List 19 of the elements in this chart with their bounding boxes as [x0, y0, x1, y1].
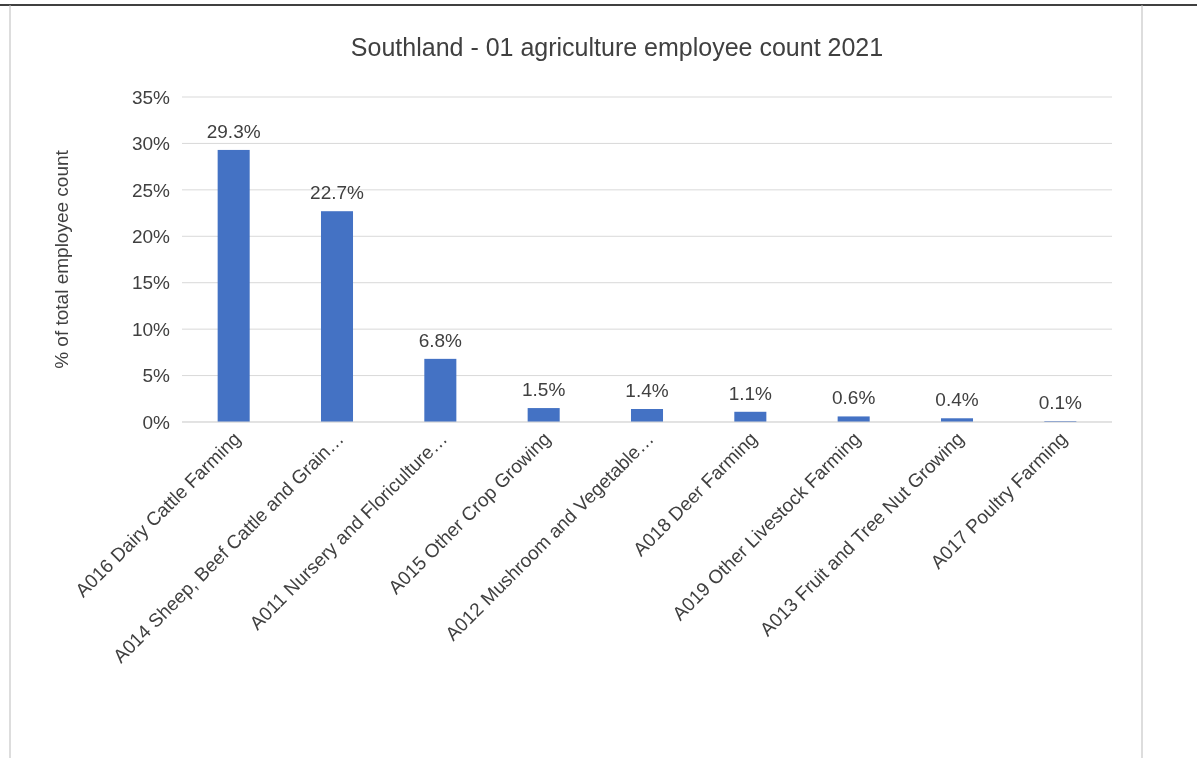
y-tick-label: 20%: [131, 225, 171, 247]
data-label: 6.8%: [418, 329, 463, 351]
y-tick-label: 30%: [131, 133, 171, 155]
data-label: 29.3%: [206, 120, 261, 142]
chart-title: Southland - 01 agriculture employee count 2021: [350, 33, 884, 61]
data-label: 1.4%: [625, 380, 669, 401]
data-label: 0.4%: [935, 389, 979, 411]
y-tick-label: 35%: [131, 86, 171, 108]
y-axis-title: % of total employee count: [51, 149, 72, 369]
y-tick-label: 25%: [131, 179, 171, 201]
data-label: 0.6%: [832, 387, 876, 409]
data-label: 0.1%: [1038, 392, 1083, 414]
data-label: 1.1%: [728, 382, 773, 404]
y-tick-label: 5%: [142, 365, 171, 387]
y-tick-label: 0%: [142, 411, 171, 433]
data-label: 1.5%: [522, 379, 566, 401]
y-tick-label: 10%: [131, 318, 171, 340]
y-tick-label: 15%: [131, 272, 171, 294]
data-label: 22.7%: [310, 182, 365, 204]
